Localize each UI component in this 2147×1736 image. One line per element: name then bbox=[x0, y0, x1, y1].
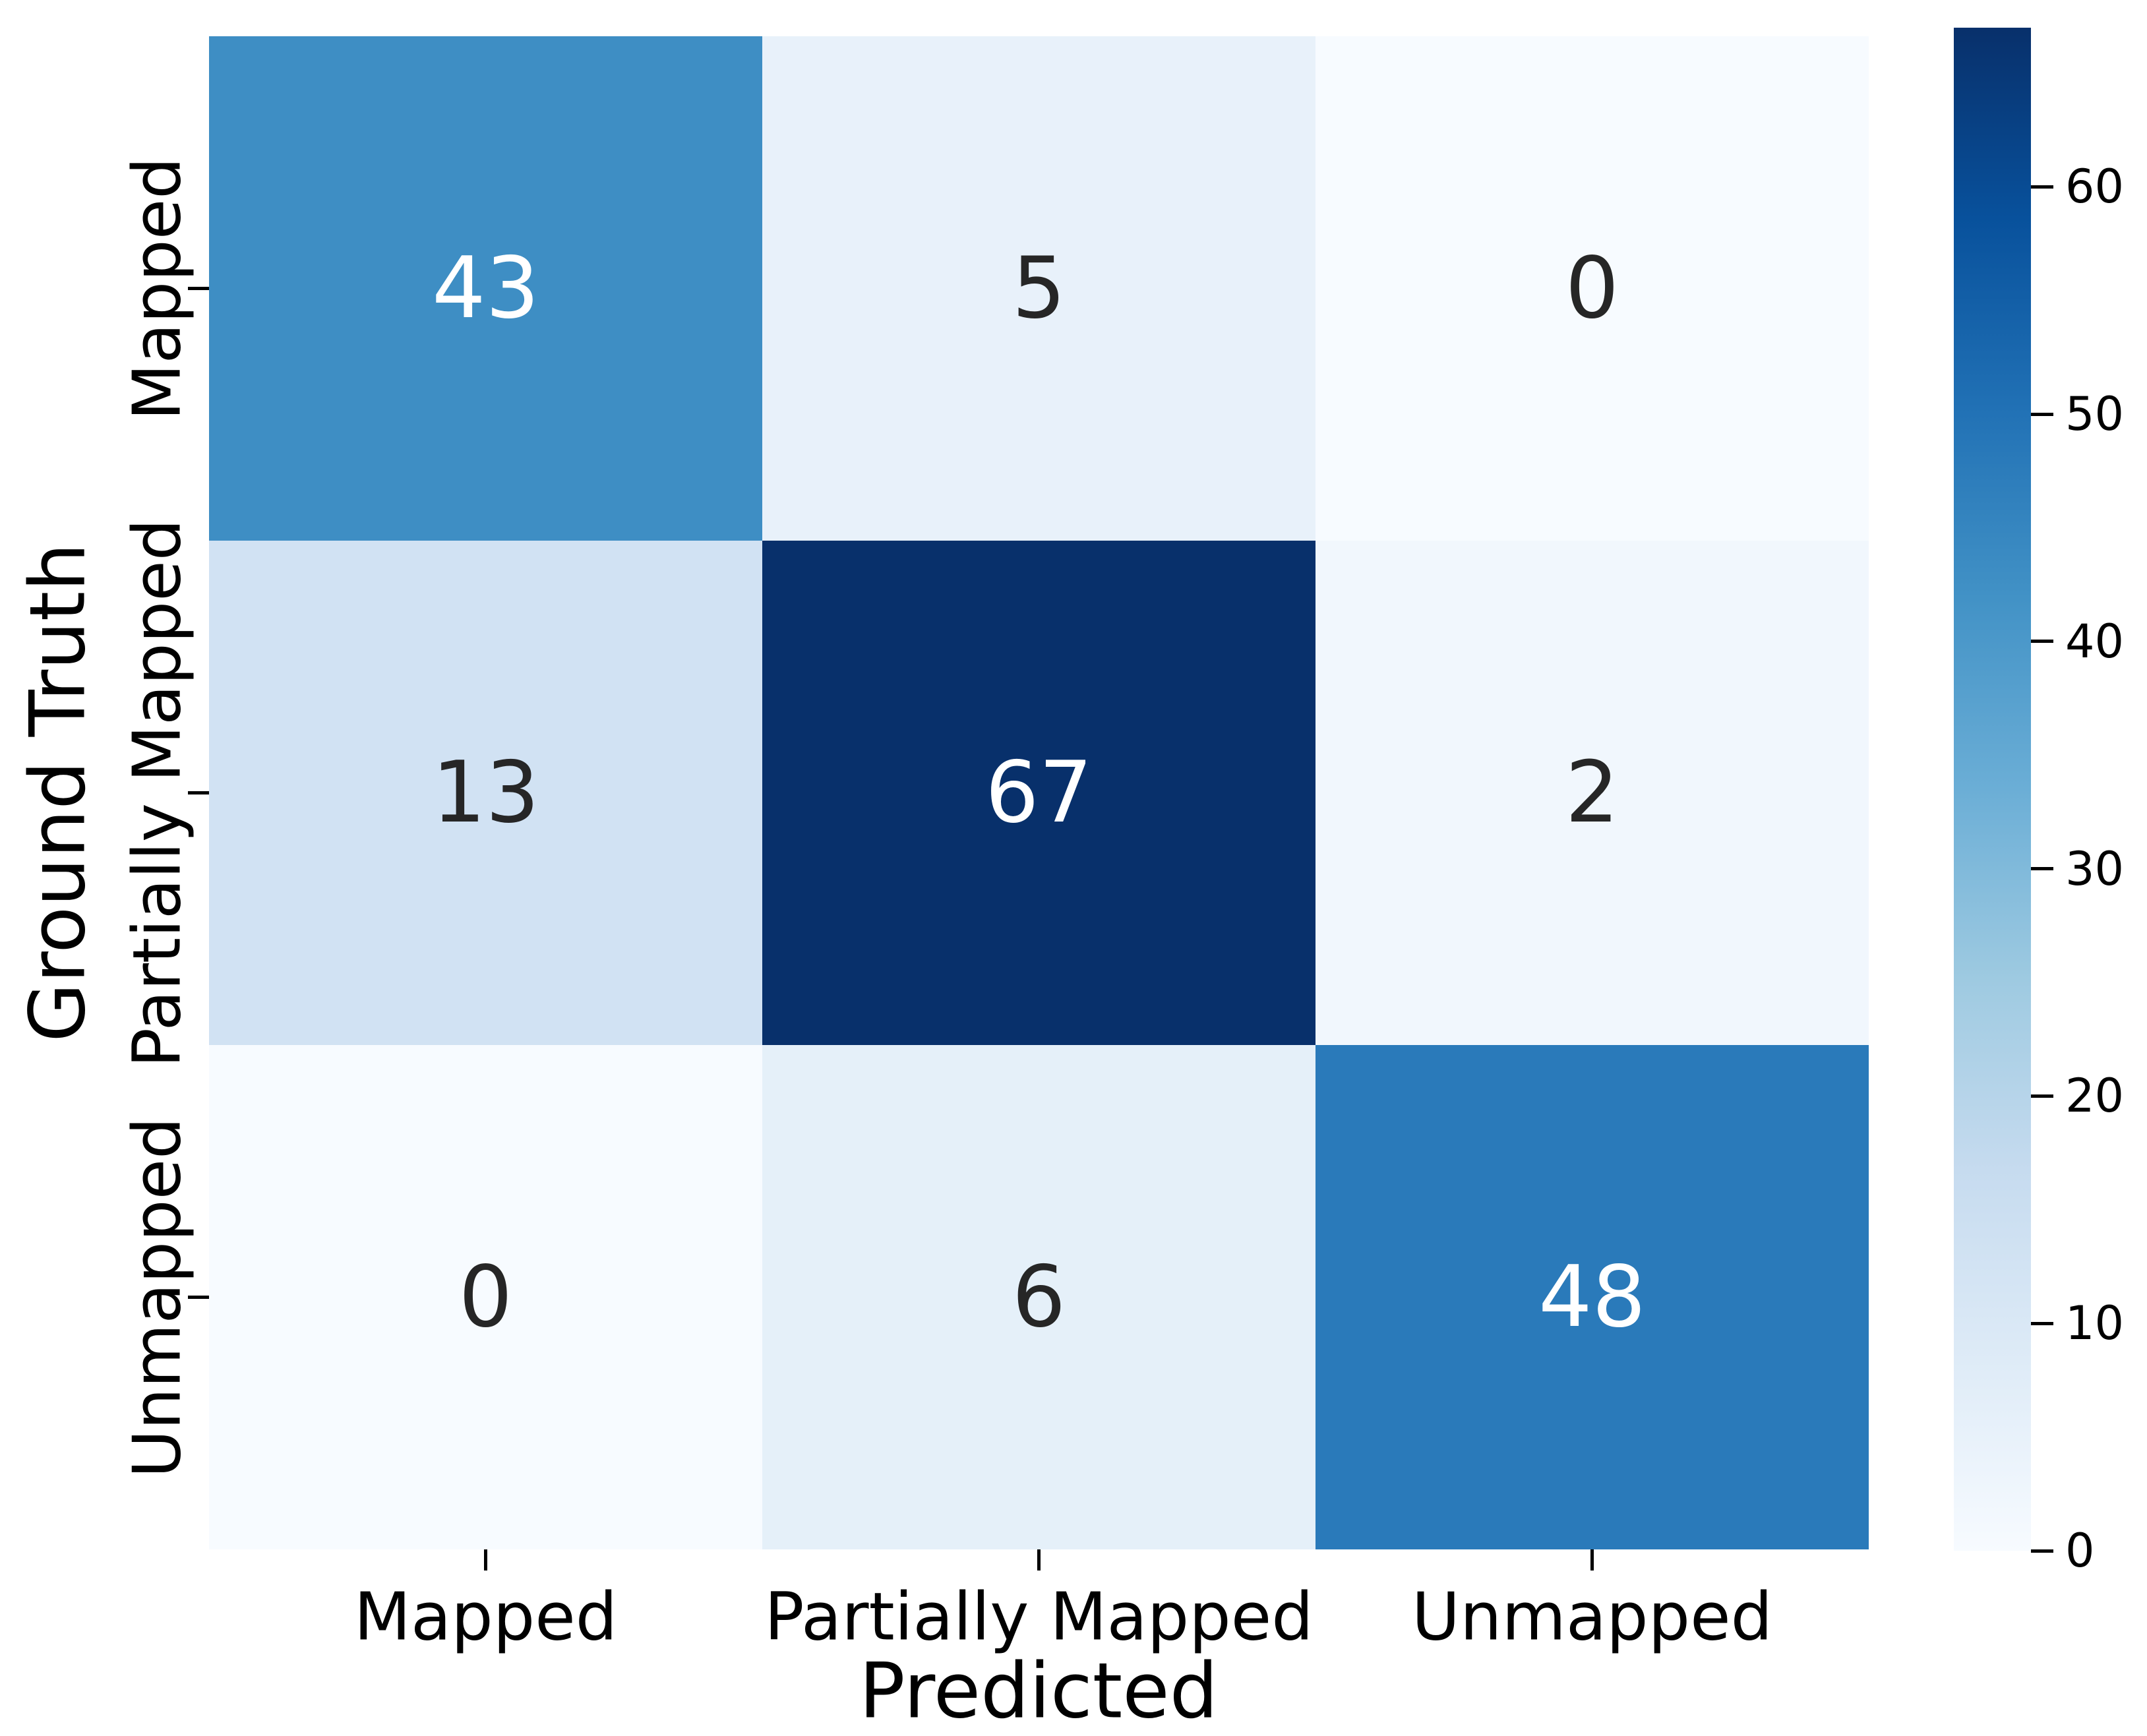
colorbar-tick-mark bbox=[2031, 867, 2053, 871]
heatmap-grid: 43 5 0 13 67 2 0 6 48 bbox=[209, 36, 1869, 1549]
heatmap-cell: 5 bbox=[762, 36, 1315, 541]
x-tick-mark bbox=[1037, 1549, 1041, 1571]
colorbar-tick-label: 60 bbox=[2065, 160, 2125, 214]
y-tick-label: Partially Mapped bbox=[118, 518, 196, 1067]
y-tick-mark bbox=[188, 1296, 209, 1299]
colorbar-tick-mark bbox=[2031, 640, 2053, 644]
cell-value: 43 bbox=[432, 239, 539, 338]
heatmap-cell: 43 bbox=[209, 36, 762, 541]
cell-value: 6 bbox=[1012, 1247, 1066, 1346]
heatmap-cell: 6 bbox=[762, 1045, 1315, 1549]
colorbar-tick-mark bbox=[2031, 185, 2053, 189]
colorbar-tick-mark bbox=[2031, 1321, 2053, 1325]
x-tick-label: Unmapped bbox=[1411, 1578, 1773, 1656]
colorbar-tick-mark bbox=[2031, 1549, 2053, 1553]
colorbar-tick-label: 0 bbox=[2065, 1524, 2095, 1578]
colorbar-tick-mark bbox=[2031, 412, 2053, 416]
heatmap-cell: 0 bbox=[209, 1045, 762, 1549]
y-tick-mark bbox=[188, 287, 209, 290]
x-axis-title: Predicted bbox=[859, 1646, 1219, 1736]
y-tick-mark bbox=[188, 791, 209, 794]
y-tick-label: Unmapped bbox=[118, 1116, 196, 1478]
cell-value: 0 bbox=[1565, 239, 1619, 338]
cell-value: 48 bbox=[1538, 1247, 1646, 1346]
colorbar-tick-label: 20 bbox=[2065, 1069, 2125, 1123]
colorbar-tick-mark bbox=[2031, 1094, 2053, 1098]
heatmap-cell: 2 bbox=[1315, 541, 1869, 1045]
colorbar-tick-label: 40 bbox=[2065, 614, 2125, 669]
colorbar-tick-label: 30 bbox=[2065, 841, 2125, 896]
cell-value: 13 bbox=[432, 743, 539, 842]
heatmap-cell: 13 bbox=[209, 541, 762, 1045]
x-tick-mark bbox=[1590, 1549, 1594, 1571]
y-tick-label: Mapped bbox=[118, 156, 196, 421]
cell-value: 2 bbox=[1565, 743, 1619, 842]
colorbar-tick-label: 10 bbox=[2065, 1296, 2125, 1351]
y-axis-title: Ground Truth bbox=[13, 543, 103, 1042]
cell-value: 0 bbox=[458, 1247, 513, 1346]
cell-value: 5 bbox=[1012, 239, 1066, 338]
heatmap-cell: 48 bbox=[1315, 1045, 1869, 1549]
heatmap-cell: 67 bbox=[762, 541, 1315, 1045]
cell-value: 67 bbox=[985, 743, 1093, 842]
colorbar-gradient bbox=[1954, 28, 2031, 1551]
heatmap-cell: 0 bbox=[1315, 36, 1869, 541]
x-tick-label: Partially Mapped bbox=[764, 1578, 1314, 1656]
colorbar-tick-label: 50 bbox=[2065, 387, 2125, 442]
x-tick-label: Mapped bbox=[353, 1578, 618, 1656]
x-tick-mark bbox=[484, 1549, 487, 1571]
